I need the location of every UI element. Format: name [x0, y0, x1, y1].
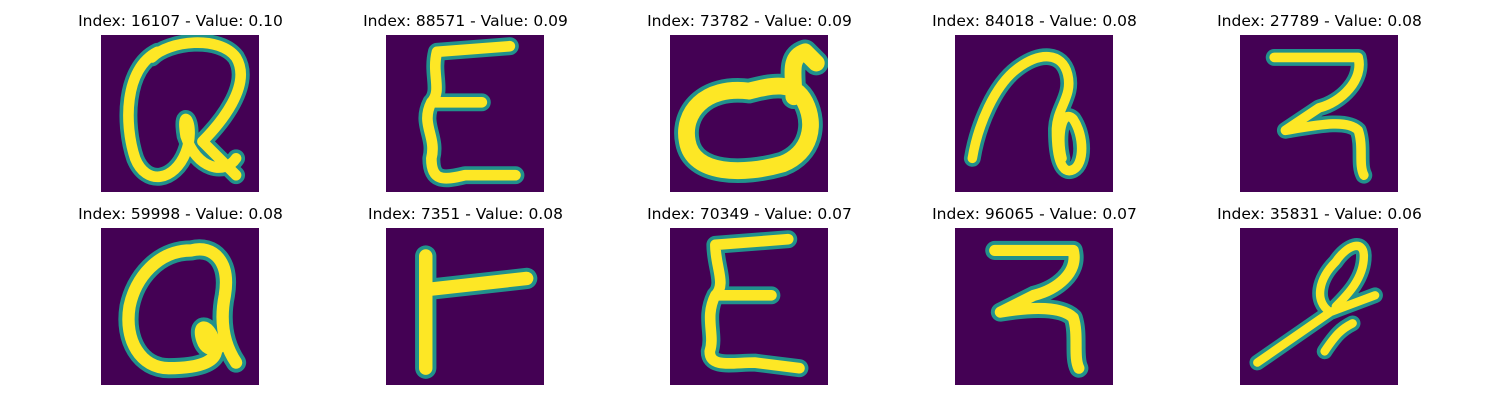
handwritten-glyph	[674, 39, 828, 183]
panel-1: Index: 16107 - Value: 0.10	[38, 11, 323, 196]
panel-3: Index: 73782 - Value: 0.09	[607, 11, 892, 196]
panel-10: Index: 35831 - Value: 0.06	[1177, 204, 1462, 389]
handwritten-glyph	[418, 37, 525, 188]
digit-image	[101, 35, 259, 192]
handwritten-glyph	[415, 245, 538, 379]
panel-title: Index: 73782 - Value: 0.09	[647, 12, 852, 30]
digit-image	[1240, 228, 1398, 385]
digit-image	[955, 228, 1113, 385]
panel-9: Index: 96065 - Value: 0.07	[892, 204, 1177, 389]
handwritten-glyph	[1265, 49, 1373, 184]
panel-title: Index: 84018 - Value: 0.08	[932, 12, 1137, 30]
digit-image	[386, 35, 544, 192]
digit-image	[955, 35, 1113, 192]
panel-title: Index: 16107 - Value: 0.10	[78, 12, 283, 30]
handwritten-glyph	[985, 240, 1089, 378]
panel-8: Index: 70349 - Value: 0.07	[607, 204, 892, 389]
handwritten-glyph	[119, 35, 250, 186]
panel-title: Index: 7351 - Value: 0.08	[368, 205, 563, 223]
digit-image	[1240, 35, 1398, 192]
panel-title: Index: 96065 - Value: 0.07	[932, 205, 1137, 223]
panel-title: Index: 88571 - Value: 0.09	[363, 12, 568, 30]
digit-image	[670, 228, 828, 385]
panel-7: Index: 7351 - Value: 0.08	[323, 204, 608, 389]
panel-title: Index: 70349 - Value: 0.07	[647, 205, 852, 223]
handwritten-glyph	[118, 239, 247, 379]
panel-title: Index: 59998 - Value: 0.08	[78, 205, 283, 223]
panel-2: Index: 88571 - Value: 0.09	[323, 11, 608, 196]
digit-image	[101, 228, 259, 385]
digit-image	[670, 35, 828, 192]
digit-image	[386, 228, 544, 385]
panel-title: Index: 27789 - Value: 0.08	[1217, 12, 1422, 30]
panel-6: Index: 59998 - Value: 0.08	[38, 204, 323, 389]
handwritten-glyph	[700, 230, 809, 378]
handwritten-glyph	[1249, 238, 1383, 371]
panel-title: Index: 35831 - Value: 0.06	[1217, 205, 1422, 223]
panel-4: Index: 84018 - Value: 0.08	[892, 11, 1177, 196]
panel-5: Index: 27789 - Value: 0.08	[1177, 11, 1462, 196]
handwritten-glyph	[963, 48, 1091, 179]
